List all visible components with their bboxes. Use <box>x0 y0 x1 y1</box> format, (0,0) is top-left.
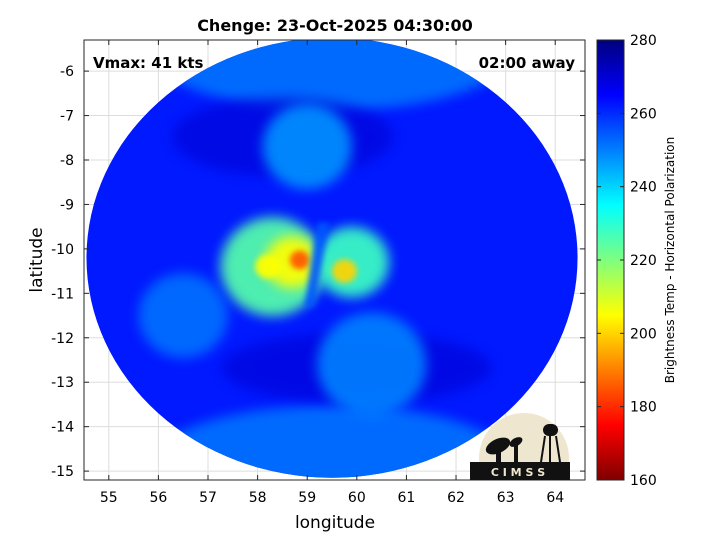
swath-seam <box>304 222 330 307</box>
colorbar-tick-label: 200 <box>630 326 657 342</box>
vmax-label: Vmax: 41 kts <box>93 54 203 72</box>
storm-feature <box>138 273 228 358</box>
colorbar-tick-label: 260 <box>630 106 657 122</box>
plot-frame <box>83 39 586 481</box>
colorbar-tick-label: 240 <box>630 180 657 196</box>
x-tick-label: 56 <box>149 490 167 506</box>
storm-feature <box>255 254 280 279</box>
x-tick-label: 61 <box>398 490 416 506</box>
colorbar-tick-label: 220 <box>630 253 657 269</box>
x-axis-ticks: 55 56 57 58 59 60 61 62 63 64 <box>100 40 564 506</box>
x-axis-label: longitude <box>295 513 375 533</box>
y-tick-label: -12 <box>51 331 74 347</box>
x-tick-label: 64 <box>546 490 564 506</box>
storm-feature <box>317 312 427 417</box>
storm-feature <box>332 259 357 283</box>
y-axis-ticks: -6 -7 -8 -9 -10 -11 -12 -13 -14 -15 <box>51 64 585 480</box>
chart-title: Chenge: 23-Oct-2025 04:30:00 <box>197 16 473 35</box>
x-tick-label: 55 <box>100 490 118 506</box>
y-tick-label: -8 <box>60 153 74 169</box>
storm-feature <box>289 250 310 270</box>
x-tick-label: 57 <box>199 490 217 506</box>
x-tick-label: 58 <box>249 490 267 506</box>
y-tick-label: -15 <box>51 464 74 480</box>
y-tick-label: -11 <box>51 286 74 302</box>
y-tick-label: -14 <box>51 420 74 436</box>
colorbar-tick-label: 160 <box>630 473 657 489</box>
logo-text: C I M S S <box>491 466 545 479</box>
colorbar-tick-label: 280 <box>630 33 657 49</box>
storm-features <box>138 104 427 417</box>
colorbar-label: Brightness Temp - Horizontal Polarizatio… <box>663 137 677 384</box>
x-tick-label: 62 <box>447 490 465 506</box>
y-tick-label: -7 <box>60 109 74 125</box>
x-tick-label: 59 <box>298 490 316 506</box>
colorbar-ticks: 160 180 200 220 240 260 280 <box>597 33 657 489</box>
y-axis-label: latitude <box>27 227 47 292</box>
time-away-label: 02:00 away <box>479 54 576 72</box>
y-tick-label: -9 <box>60 197 74 213</box>
swath-edge-light <box>147 405 517 478</box>
x-tick-label: 63 <box>497 490 515 506</box>
y-tick-label: -10 <box>51 242 74 258</box>
storm-feature <box>262 104 352 190</box>
colorbar-tick-label: 180 <box>630 400 657 416</box>
swath-edge-light <box>147 40 517 111</box>
y-tick-label: -13 <box>51 375 74 391</box>
y-tick-label: -6 <box>60 64 74 80</box>
colorbar <box>596 39 625 481</box>
x-tick-label: 60 <box>348 490 366 506</box>
cimss-logo: C I M S S <box>470 413 570 480</box>
